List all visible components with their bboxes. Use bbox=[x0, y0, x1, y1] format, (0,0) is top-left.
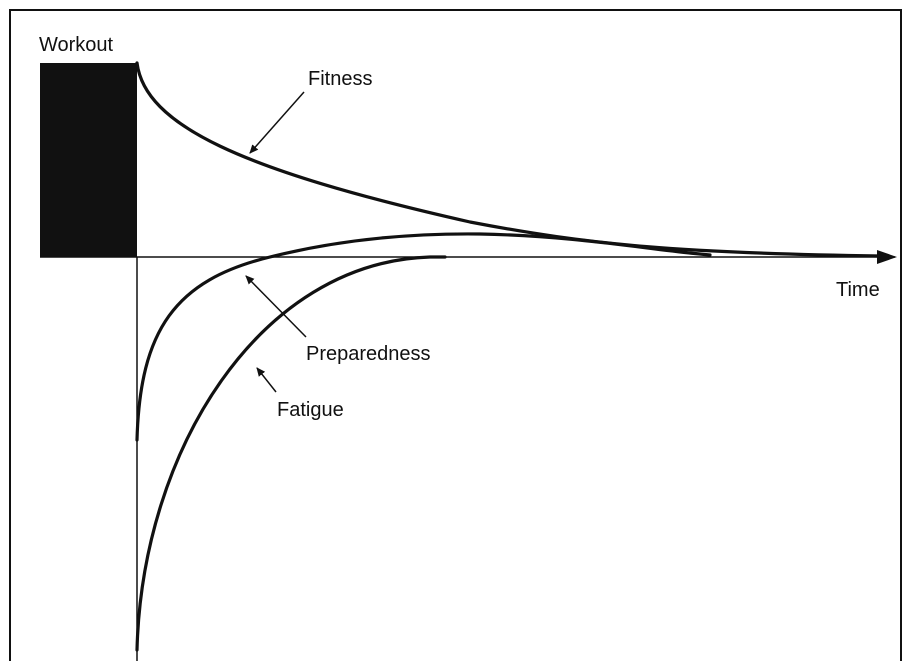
fatigue-label: Fatigue bbox=[277, 399, 344, 421]
frame bbox=[9, 9, 902, 666]
fitness-arrow bbox=[249, 91, 305, 154]
workout-block bbox=[40, 63, 137, 257]
preparedness-label: Preparedness bbox=[306, 343, 431, 365]
fatigue-arrow bbox=[256, 367, 277, 393]
preparedness-arrow bbox=[245, 275, 307, 338]
time-label: Time bbox=[836, 279, 880, 301]
fatigue-curve bbox=[135, 255, 447, 652]
workout-label: Workout bbox=[39, 34, 114, 56]
fitness-curve bbox=[135, 61, 882, 258]
fitness-label: Fitness bbox=[308, 68, 372, 90]
preparedness-curve bbox=[135, 232, 712, 442]
